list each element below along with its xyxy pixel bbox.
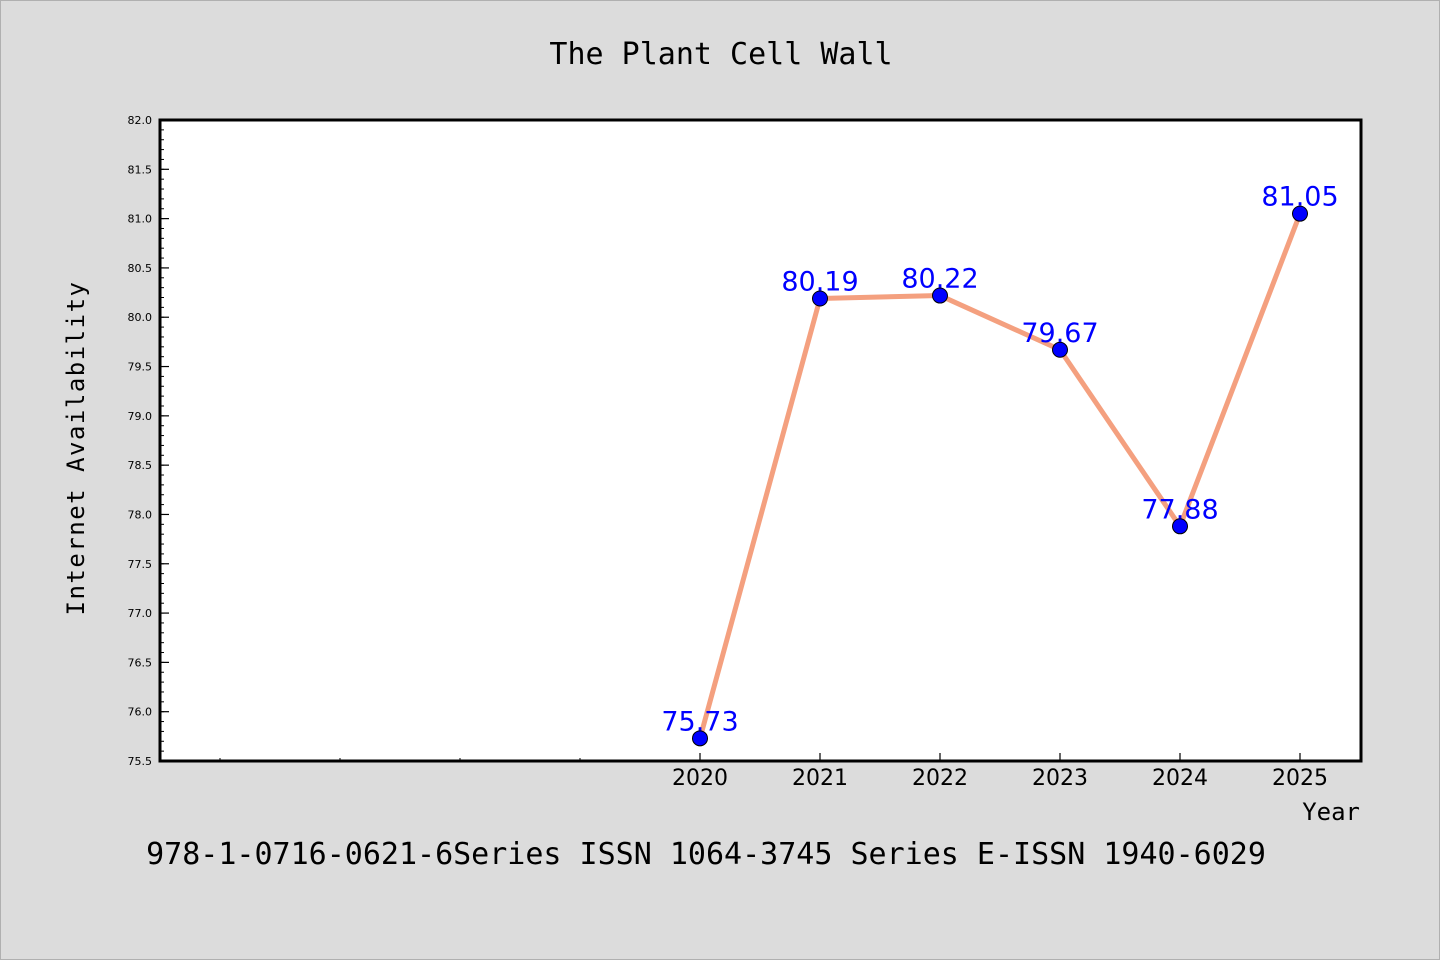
x-tick-label: 2025 (1272, 766, 1328, 791)
y-tick-label: 77.0 (128, 607, 153, 620)
x-tick-label: 2021 (792, 766, 848, 791)
x-axis-label: Year (1302, 798, 1360, 826)
chart-title: The Plant Cell Wall (549, 37, 892, 72)
data-point (812, 290, 828, 307)
plot-area (158, 118, 1363, 763)
series-line (697, 212, 1303, 739)
y-tick-label: 79.0 (128, 410, 153, 423)
y-tick-label: 79.5 (128, 361, 153, 374)
data-point (932, 287, 948, 304)
series-line-group (697, 212, 1303, 739)
y-tick-label: 76.0 (128, 706, 153, 719)
x-axis-ticks: 2020 2021 2022 2023 2024 2025 (672, 753, 1328, 791)
data-markers (692, 205, 1308, 747)
y-tick-label: 82.0 (128, 114, 153, 127)
data-label: 75.73 (661, 706, 738, 737)
data-point (1052, 341, 1068, 358)
y-axis-ticks: 75.5 76.0 76.5 77.0 77.5 78.0 78.5 79.0 79.5 80.0… (128, 114, 169, 768)
data-label: 80.22 (901, 264, 978, 295)
y-tick-label: 81.5 (128, 163, 153, 176)
data-label: 79.67 (1021, 318, 1098, 349)
footer-isbn-issn: 978-1-0716-0621-6Series ISSN 1064-3745 S… (146, 837, 1266, 872)
data-label: 80.19 (781, 266, 858, 297)
y-tick-label: 75.5 (128, 755, 153, 768)
data-label: 77.88 (1141, 494, 1218, 525)
y-tick-label: 78.5 (128, 459, 153, 472)
data-point (1172, 518, 1188, 535)
y-tick-label: 77.5 (128, 558, 153, 571)
data-point (692, 730, 708, 747)
data-labels: 75.73 80.19 80.22 79.67 77.88 81.05 (661, 182, 1338, 738)
x-tick-label: 2024 (1152, 766, 1208, 791)
y-axis-label: Internet Availability (62, 281, 90, 616)
y-tick-label: 78.0 (128, 508, 153, 521)
x-tick-label: 2022 (912, 766, 968, 791)
y-tick-label: 81.0 (128, 213, 153, 226)
y-tick-label: 80.5 (128, 262, 153, 275)
data-label: 81.05 (1261, 182, 1338, 213)
x-tick-label: 2023 (1032, 766, 1088, 791)
y-tick-label: 80.0 (128, 311, 153, 324)
data-point (1292, 205, 1308, 222)
y-tick-label: 76.5 (128, 656, 153, 669)
x-tick-label: 2020 (672, 766, 728, 791)
